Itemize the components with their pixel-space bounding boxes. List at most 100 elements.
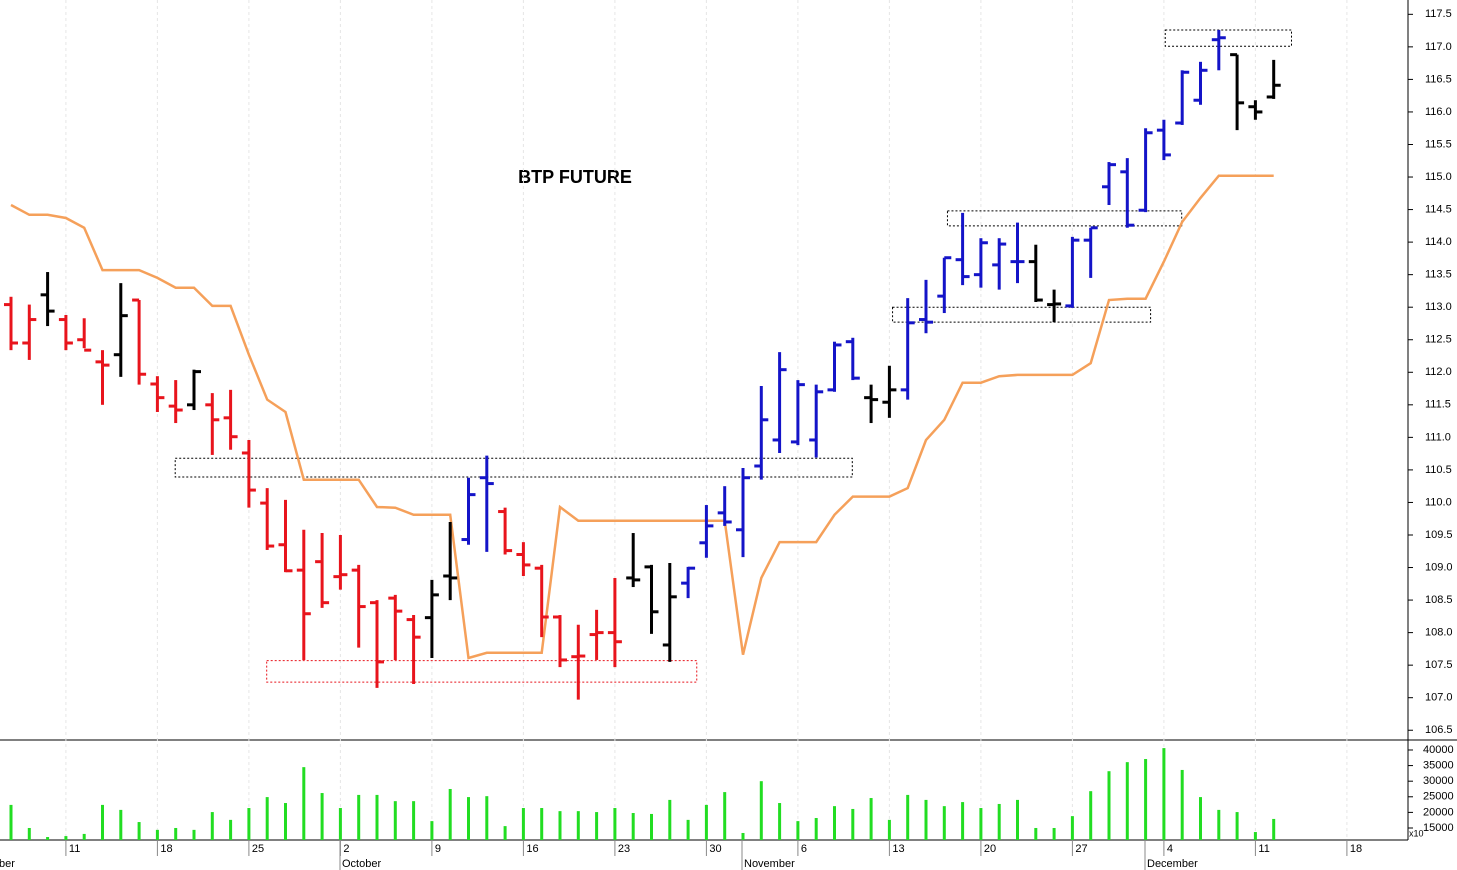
x-tick-label: 23 (618, 843, 630, 855)
volume-bar (613, 808, 617, 840)
volume-bar (101, 804, 104, 840)
volume-bar (814, 818, 818, 840)
zone (1164, 29, 1292, 47)
volume-bar (137, 822, 141, 840)
volume-bar (650, 813, 653, 840)
zone (266, 660, 698, 683)
x-tick-label: 11 (1258, 843, 1269, 855)
y-tick-label: 108.5 (1425, 594, 1453, 606)
volume-bar (906, 794, 910, 840)
y-tick-label: 115.0 (1425, 171, 1452, 183)
trend-line (10, 174, 1274, 660)
x-tick-label: 4 (1167, 843, 1173, 855)
volume-bar (1070, 816, 1074, 840)
volume-bar (796, 821, 800, 840)
volume-bar (961, 802, 965, 840)
x-tick-label: 9 (435, 843, 441, 855)
volume-bar (887, 819, 891, 840)
y-tick-label: 106.5 (1425, 724, 1453, 736)
y-tick-label: 115.5 (1425, 138, 1452, 150)
volume-bar (869, 798, 873, 840)
volume-bar (1199, 797, 1202, 840)
volume-bar (375, 794, 379, 840)
x-tick-label: 20 (984, 843, 996, 855)
zone (946, 210, 1183, 227)
y-tick-label: 111.0 (1425, 431, 1451, 443)
volume-bar (741, 832, 745, 840)
volume-bar (1052, 827, 1056, 840)
volume-bar (192, 829, 196, 840)
zone (892, 306, 1152, 323)
volume-bar (759, 781, 763, 840)
x-tick-label: 2 (343, 843, 349, 855)
x-tick-label: 16 (526, 843, 538, 855)
y-tick-label: 116.0 (1425, 106, 1452, 118)
month-label: December (1147, 858, 1198, 870)
vol-tick-label: 20000 (1423, 806, 1454, 818)
volume-bar (485, 796, 489, 840)
volume-bar (924, 799, 928, 840)
volume-bar (82, 833, 86, 840)
volume-bar (284, 803, 287, 840)
x-tick-label: 30 (709, 843, 721, 855)
volume-bar (503, 826, 507, 840)
volume-bar (302, 767, 306, 840)
y-tick-label: 107.0 (1425, 692, 1453, 704)
volume-bar (357, 794, 361, 840)
volume-bar (1180, 769, 1184, 840)
volume-bar (979, 808, 983, 840)
volume-bar (229, 819, 233, 840)
volume-bar (46, 837, 50, 840)
volume-bar (1144, 759, 1148, 840)
volume-bar (1235, 812, 1239, 840)
vol-tick-label: 15000 (1423, 822, 1454, 834)
vol-tick-label: 40000 (1423, 744, 1454, 756)
y-tick-label: 116.5 (1425, 73, 1452, 85)
chart-title: BTP FUTURE (518, 167, 632, 187)
x-tick-label: 18 (1350, 843, 1362, 855)
volume-bar (723, 792, 727, 840)
y-tick-label: 107.5 (1425, 659, 1453, 671)
volume-bar (521, 808, 525, 840)
x-tick-label: 13 (892, 843, 904, 855)
vol-tick-label: 35000 (1423, 759, 1454, 771)
y-tick-label: 114.0 (1425, 236, 1452, 248)
y-tick-label: 112.0 (1425, 366, 1452, 378)
volume-bar (155, 829, 159, 840)
volume-bar (247, 808, 251, 840)
y-tick-label: 111.5 (1425, 399, 1451, 411)
volume-bar (1162, 748, 1166, 840)
y-tick-label: 113.0 (1425, 301, 1452, 313)
volume-bar (576, 811, 580, 840)
volume-bar (393, 801, 397, 840)
volume-bar (1272, 818, 1276, 840)
x-tick-label: 11 (69, 843, 80, 855)
volume-bar (851, 808, 855, 840)
y-tick-label: 117.5 (1425, 8, 1452, 20)
volume-bar (997, 803, 1001, 840)
y-tick-label: 110.0 (1425, 496, 1452, 508)
volume-bar (595, 812, 599, 840)
volume-bar (668, 799, 672, 840)
volume-bar (704, 804, 708, 840)
volume-bar (1016, 799, 1019, 840)
volume-bar (942, 806, 946, 840)
volume-bar (1034, 827, 1038, 840)
month-label: November (744, 858, 795, 870)
volume-bar (320, 793, 324, 840)
x-tick-label: 6 (801, 843, 807, 855)
month-label: ber (0, 858, 15, 870)
y-tick-label: 114.5 (1425, 203, 1452, 215)
x-tick-label: 18 (160, 843, 172, 855)
y-tick-label: 109.5 (1425, 529, 1453, 541)
volume-bar (1107, 771, 1111, 840)
volume-bar (778, 803, 782, 840)
y-tick-label: 112.5 (1425, 334, 1452, 346)
y-tick-label: 108.0 (1425, 627, 1453, 639)
volume-bar (631, 813, 635, 840)
volume-bar (27, 827, 31, 840)
volume-bar (210, 812, 214, 840)
